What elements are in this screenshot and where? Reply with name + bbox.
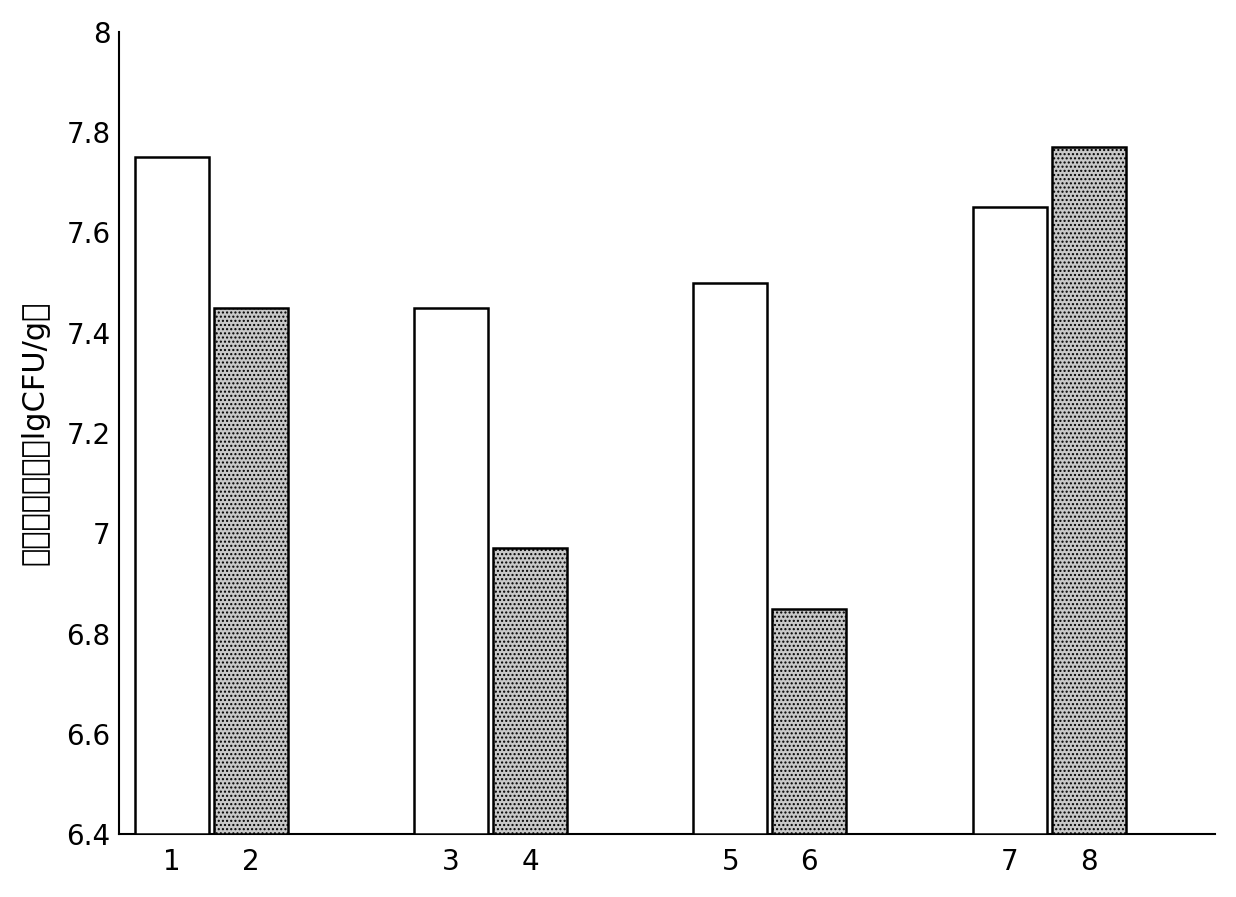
Bar (493, 548, 567, 834)
Bar (772, 608, 847, 834)
Y-axis label: 双岐杆菌数量（lgCFU/g）: 双岐杆菌数量（lgCFU/g） (21, 300, 49, 565)
Bar (973, 207, 1047, 834)
Bar (135, 157, 209, 834)
Bar (693, 283, 768, 834)
Bar (414, 308, 488, 834)
Bar (214, 308, 288, 834)
Bar (1052, 147, 1126, 834)
